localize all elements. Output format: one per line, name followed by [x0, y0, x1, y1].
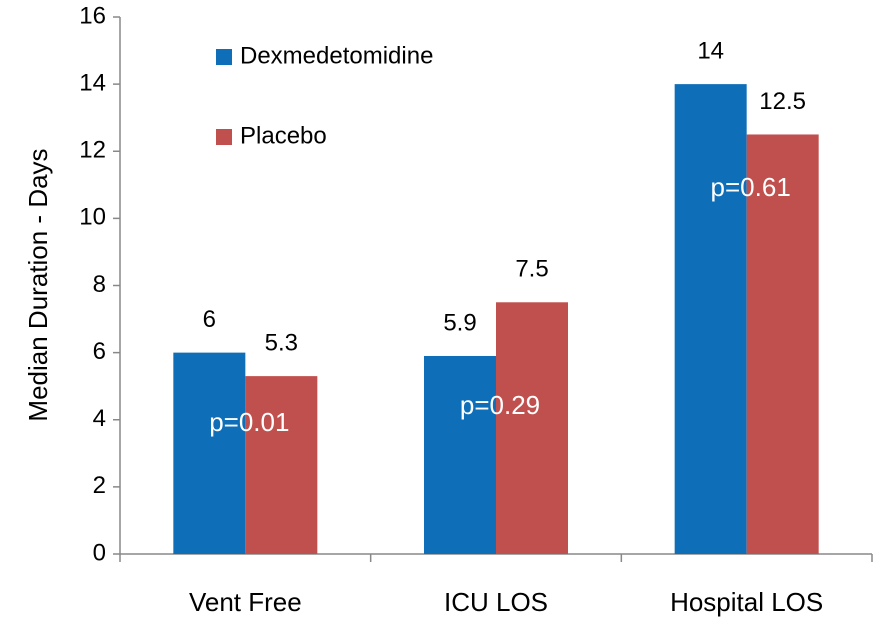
- bar: [245, 376, 318, 554]
- data-label: 7.5: [515, 256, 548, 283]
- y-axis-title: Median Duration - Days: [23, 148, 53, 421]
- data-label: 5.3: [265, 329, 298, 356]
- x-tick-label: Hospital LOS: [670, 587, 823, 617]
- data-label: 12.5: [759, 88, 806, 115]
- bar: [424, 355, 496, 554]
- legend-label: Dexmedetomidine: [240, 42, 433, 69]
- y-tick-label: 14: [79, 69, 106, 96]
- y-tick-label: 4: [93, 405, 106, 432]
- x-tick-label: ICU LOS: [444, 587, 548, 617]
- y-tick-label: 2: [93, 472, 106, 499]
- y-tick-label: 0: [93, 539, 106, 566]
- y-tick-label: 6: [93, 338, 106, 365]
- data-label: 14: [697, 37, 724, 64]
- bar: [674, 84, 747, 554]
- y-tick-label: 16: [79, 2, 106, 29]
- y-tick-label: 8: [93, 271, 106, 298]
- y-tick-label: 10: [79, 204, 106, 231]
- bar: [746, 134, 819, 554]
- p-value: p=0.29: [460, 390, 540, 420]
- p-value: p=0.61: [711, 172, 791, 202]
- data-label: 5.9: [443, 309, 476, 336]
- x-tick-label: Vent Free: [189, 587, 302, 617]
- y-tick-label: 12: [79, 137, 106, 164]
- legend-swatch: [216, 129, 232, 145]
- legend-label: Placebo: [240, 122, 327, 149]
- p-value: p=0.01: [209, 407, 289, 437]
- bar: [173, 352, 246, 554]
- data-label: 6: [203, 306, 216, 333]
- legend-swatch: [216, 49, 232, 65]
- bar: [496, 302, 568, 554]
